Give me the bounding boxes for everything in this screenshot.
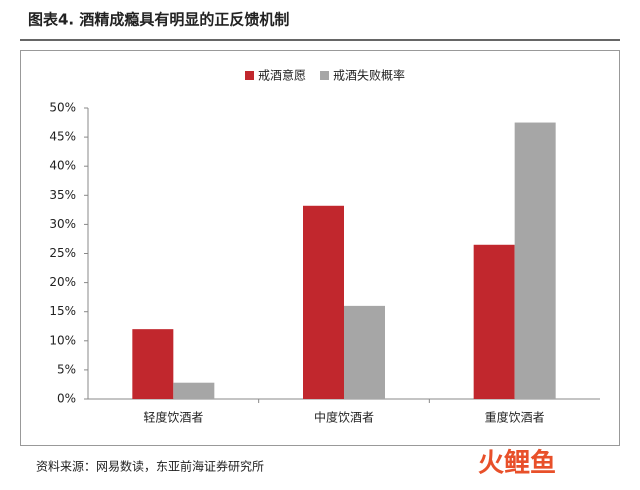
x-tick-label: 轻度饮酒者: [143, 410, 203, 425]
chart-frame: [20, 50, 620, 446]
y-tick-label: 0%: [57, 392, 76, 406]
y-tick-label: 25%: [49, 246, 76, 260]
bar: [473, 244, 515, 399]
y-tick-label: 45%: [49, 130, 76, 144]
y-tick-label: 20%: [49, 275, 76, 289]
bar: [303, 205, 344, 399]
y-tick-label: 50%: [49, 101, 76, 115]
bar: [514, 122, 556, 400]
bar: [132, 329, 174, 399]
y-tick-label: 10%: [49, 333, 76, 347]
bar: [173, 382, 215, 399]
y-tick-label: 40%: [49, 159, 76, 173]
y-tick-label: 5%: [57, 362, 76, 376]
chart-title: 图表4. 酒精成瘾具有明显的正反馈机制: [28, 11, 289, 29]
bar: [344, 305, 385, 399]
legend-swatch: [245, 71, 254, 80]
legend-label: 戒酒意愿: [258, 68, 306, 83]
y-tick-label: 15%: [49, 304, 76, 318]
legend-label: 戒酒失败概率: [333, 68, 405, 83]
x-tick-label: 中度饮酒者: [314, 410, 374, 425]
y-tick-label: 35%: [49, 188, 76, 202]
legend-swatch: [320, 71, 330, 80]
watermark: 火鲤鱼: [478, 449, 556, 479]
y-tick-label: 30%: [49, 217, 76, 231]
source-note: 资料来源：网易数读，东亚前海证券研究所: [36, 459, 264, 474]
x-tick-label: 重度饮酒者: [485, 410, 545, 425]
